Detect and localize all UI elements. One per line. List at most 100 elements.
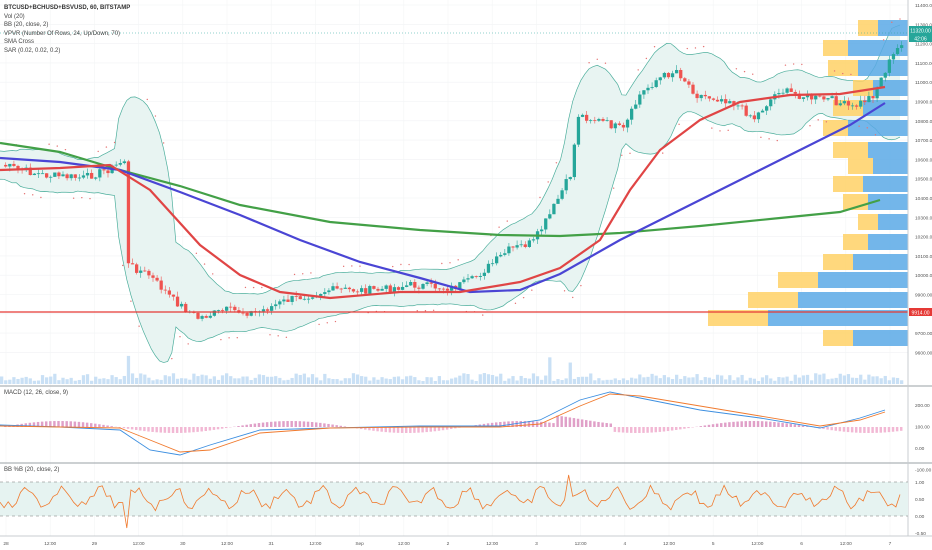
macd-hist-bar	[270, 421, 273, 427]
countdown-tag	[909, 34, 932, 42]
sar-dot	[702, 45, 705, 48]
candle-body	[789, 88, 793, 92]
sar-dot	[89, 197, 91, 200]
volume-bar	[282, 380, 286, 384]
legend-indicator-sma-cross[interactable]: SMA Cross	[4, 39, 35, 46]
volume-bar	[818, 374, 822, 384]
candle-body	[16, 165, 20, 169]
legend-indicator-sar[interactable]: SAR (0.02, 0.02, 0.2)	[4, 47, 61, 54]
volume-bar	[466, 374, 470, 384]
symbol-title[interactable]: BTCUSD+BCHUSD+BSVUSD, 60, BITSTAMP	[4, 5, 131, 11]
sar-dot	[891, 21, 893, 24]
macd-hist-bar	[274, 421, 277, 427]
sma-slow-line	[0, 102, 886, 294]
price-tick-label: 10700.00	[915, 138, 932, 144]
legend-indicator-vol[interactable]: Vol (20)	[4, 13, 25, 20]
volume-bar	[687, 377, 691, 384]
time-tick-label: Sep	[355, 541, 364, 547]
macd-hist-bar	[507, 421, 510, 427]
candle-body	[310, 297, 315, 299]
candle-body	[167, 290, 171, 295]
candle-body	[695, 93, 699, 99]
candle-body	[560, 190, 564, 199]
macd-hist-bar	[601, 422, 604, 427]
legend-indicator-vpvr[interactable]: VPVR (Number Of Rows, 24, Up/Down, 70)	[4, 30, 121, 37]
candle-body	[380, 288, 384, 291]
volume-bar	[302, 373, 306, 384]
candle-body	[73, 174, 77, 178]
volume-bar	[711, 379, 716, 384]
candle-body	[319, 293, 323, 296]
macd-hist-bar	[895, 427, 899, 432]
sar-dot	[539, 196, 541, 199]
sar-dot	[424, 310, 427, 312]
bbb-axis[interactable]: 1.00 0.50 0.00 -0.50	[915, 480, 926, 537]
volume-bar	[376, 379, 380, 384]
macd-pane-label[interactable]: MACD (12, 26, close, 9)	[4, 390, 69, 396]
legend-indicator-bb[interactable]: BB (20, close, 2)	[4, 22, 49, 29]
candle-body	[859, 100, 863, 107]
volume-bar	[94, 376, 98, 384]
macd-hist-bar	[630, 427, 633, 433]
volume-bar	[576, 377, 581, 384]
time-axis[interactable]: 28 12:00 29 12:00 30 12:00 31 12:00 Sep 12:00 2 12:…	[3, 541, 891, 547]
candle-body	[895, 48, 900, 55]
volume-bar	[740, 374, 744, 384]
sar-dot	[310, 272, 312, 274]
sar-dot	[400, 263, 402, 266]
macd-hist-bar	[135, 427, 138, 431]
candle-body	[470, 276, 474, 279]
volume-bar	[253, 377, 257, 384]
volume-bar	[707, 377, 711, 384]
macd-hist-bar	[396, 427, 400, 433]
candle-body	[445, 288, 450, 291]
volume-bar	[544, 375, 548, 384]
macd-hist-bar	[437, 427, 441, 431]
time-tick-label: 12:00	[133, 541, 145, 547]
volume-bar	[167, 376, 171, 384]
candle-body	[49, 176, 53, 178]
macd-tick-label: 200.00	[915, 403, 930, 409]
macd-hist-bar	[793, 424, 797, 427]
candle-body	[327, 290, 331, 293]
candle-body	[805, 94, 810, 98]
macd-hist-bar	[760, 421, 764, 427]
candle-body	[863, 100, 867, 103]
sar-dot	[482, 314, 484, 316]
volume-bar	[323, 373, 327, 384]
macd-hist-bar	[863, 427, 866, 433]
macd-hist-bar	[184, 427, 187, 433]
candle-body	[306, 298, 311, 300]
sar-dot	[629, 152, 631, 155]
candle-body	[405, 285, 409, 287]
sar-dot	[277, 335, 279, 337]
volume-bar	[462, 373, 466, 384]
volume-bar	[220, 375, 225, 384]
macd-hist-bar	[670, 427, 674, 431]
volume-bar	[507, 378, 511, 384]
candle-body	[834, 96, 838, 106]
macd-hist-bar	[736, 421, 739, 427]
candle-body	[642, 90, 646, 95]
candle-body	[302, 298, 306, 300]
time-tick-label: 12:00	[309, 541, 321, 547]
time-tick-label: 12:00	[221, 541, 233, 547]
macd-axis[interactable]: 200.00 100.00 0.00 -100.00	[915, 403, 932, 474]
macd-hist-bar	[315, 422, 318, 427]
volume-bar	[364, 376, 368, 384]
macd-hist-bar	[155, 427, 158, 433]
volume-bar	[789, 380, 793, 384]
macd-hist-bar	[32, 422, 36, 427]
sar-dot	[187, 343, 189, 345]
volume-bar	[143, 374, 147, 384]
sar-dot	[97, 150, 99, 153]
volume-bar	[670, 378, 675, 384]
macd-hist-bar	[192, 427, 195, 433]
macd-hist-bar	[253, 423, 257, 427]
vp-row-up	[868, 194, 908, 210]
macd-hist-bar	[61, 421, 64, 427]
volume-bar	[274, 376, 278, 384]
candle-body	[756, 112, 761, 120]
bbb-pane-label[interactable]: BB %B (20, close, 2)	[4, 467, 60, 473]
